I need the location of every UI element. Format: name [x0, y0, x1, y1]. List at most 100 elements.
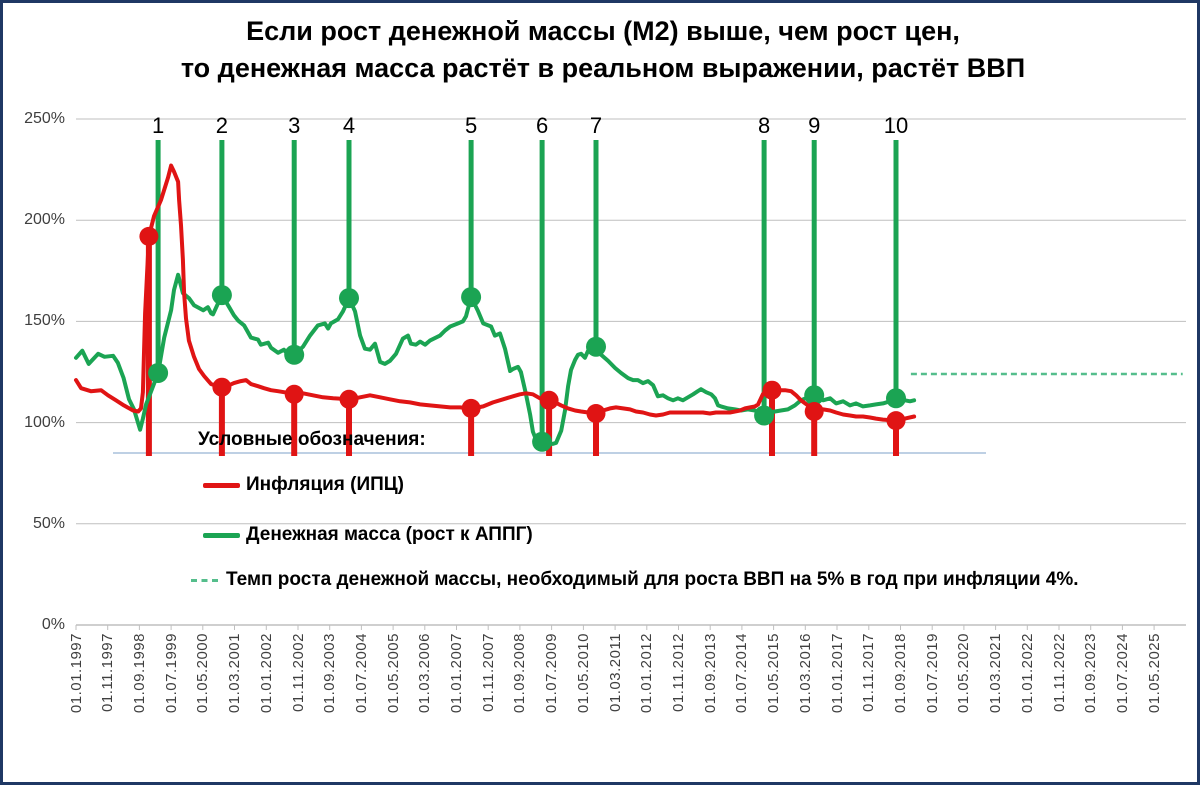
x-tick-label: 01.09.2013: [700, 633, 720, 741]
x-tick-label-text: 01.11.1997: [99, 633, 117, 712]
x-tick-label-text: 01.01.2012: [638, 633, 656, 714]
x-tick-label-text: 01.05.2020: [955, 633, 973, 714]
x-tick-label: 01.01.2017: [827, 633, 847, 741]
x-tick-label: 01.03.2011: [605, 633, 625, 741]
x-tick-label-text: 01.01.2017: [828, 633, 846, 714]
x-tick-label-text: 01.07.2004: [352, 633, 370, 714]
x-tick-label: 01.11.2022: [1049, 633, 1069, 741]
x-tick-label: 01.03.2016: [795, 633, 815, 741]
event-number-10: 10: [883, 113, 909, 138]
x-tick-label: 01.03.2021: [986, 633, 1006, 741]
event-dot-money-5: [461, 287, 482, 308]
x-tick-label: 01.01.2007: [447, 633, 467, 741]
money-line-swatch: [203, 533, 240, 539]
event-dot-inflation-1: [139, 226, 159, 246]
event-dot-money-9: [804, 385, 825, 406]
event-number-9: 9: [808, 113, 821, 138]
x-tick-label-text: 01.05.2000: [194, 633, 212, 714]
chart-title: Если рост денежной массы (М2) выше, чем …: [3, 13, 1197, 87]
event-number-3: 3: [288, 113, 301, 138]
y-tick-label-150%: 150%: [24, 312, 65, 330]
event-dot-inflation-2: [212, 377, 232, 397]
x-tick-label-text: 01.11.2022: [1050, 633, 1068, 712]
event-dot-money-10: [886, 388, 906, 409]
event-dot-money-8: [754, 405, 775, 426]
inflation-line-swatch: [203, 483, 240, 489]
event-dot-inflation-9: [804, 402, 824, 421]
x-tick-label: 01.05.2015: [764, 633, 784, 741]
x-tick-label-text: 01.03.2006: [416, 633, 434, 714]
target-line-swatch: [191, 579, 218, 583]
legend-label-money: Денежная масса (рост к АППГ): [246, 524, 533, 545]
x-tick-label: 01.07.2004: [351, 633, 371, 741]
legend-item-target: Темп роста денежной массы, необходимый д…: [191, 569, 1079, 591]
legend-label-inflation: Инфляция (ИПЦ): [246, 474, 405, 495]
event-dot-inflation-6: [539, 390, 559, 410]
x-tick-label: 01.01.2022: [1017, 633, 1037, 741]
event-number-4: 4: [342, 113, 356, 138]
legend-item-inflation: Инфляция (ИПЦ): [203, 474, 404, 496]
x-tick-label: 01.03.2006: [415, 633, 435, 741]
x-tick-label-text: 01.03.2001: [226, 633, 243, 714]
chart-title-line1: Если рост денежной массы (М2) выше, чем …: [246, 16, 960, 46]
x-tick-label-text: 01.01.2007: [448, 633, 465, 714]
event-dot-inflation-5: [461, 398, 481, 418]
inflation-curve: [74, 163, 917, 423]
event-dot-money-7: [586, 336, 606, 357]
x-tick-label-text: 01.07.1999: [162, 633, 180, 714]
x-tick-label-text: 01.05.2025: [1145, 633, 1163, 714]
x-tick-label: 01.11.2007: [478, 633, 498, 741]
event-number-1: 1: [151, 113, 165, 138]
x-tick-label: 01.01.2002: [256, 633, 276, 741]
event-number-8: 8: [757, 113, 771, 138]
chart-canvas: [74, 118, 1186, 630]
event-number-5: 5: [464, 113, 478, 138]
x-tick-label: 01.11.1997: [98, 633, 118, 741]
event-dot-money-3: [284, 344, 305, 365]
x-tick-label: 01.05.2025: [1144, 633, 1164, 741]
x-tick-label-text: 01.11.2002: [289, 633, 307, 712]
x-tick-label-text: 01.09.2023: [1082, 633, 1100, 714]
event-number-6: 6: [535, 113, 549, 138]
event-number-7: 7: [589, 113, 603, 138]
event-dot-money-6: [532, 431, 553, 452]
x-tick-label: 01.01.1997: [66, 633, 86, 741]
x-tick-label-text: 01.07.2009: [543, 633, 561, 714]
x-tick-label: 01.11.2012: [669, 633, 689, 741]
x-tick-label: 01.03.2001: [225, 633, 245, 741]
event-dot-inflation-3: [284, 384, 304, 404]
event-dot-money-1: [148, 363, 169, 383]
x-tick-label: 01.09.2018: [891, 633, 911, 741]
x-tick-label-text: 01.09.1998: [130, 633, 148, 714]
legend-label-target: Темп роста денежной массы, необходимый д…: [226, 569, 1079, 590]
x-tick-label-text: 01.07.2024: [1113, 633, 1131, 714]
event-dot-inflation-4: [339, 389, 359, 409]
x-tick-label: 01.09.2023: [1081, 633, 1101, 741]
x-tick-label-text: 01.01.2002: [257, 633, 275, 714]
x-tick-label-text: 01.09.2013: [701, 633, 719, 714]
event-number-2: 2: [215, 113, 229, 138]
x-tick-label: 01.01.2012: [637, 633, 657, 741]
x-tick-label-text: 01.01.2022: [1018, 633, 1036, 714]
x-tick-label: 01.07.1999: [161, 633, 181, 741]
money-supply-curve: [74, 272, 917, 446]
x-tick-label: 01.07.2009: [542, 633, 562, 741]
event-dot-inflation-7: [586, 404, 606, 423]
x-tick-label-text: 01.03.2016: [796, 633, 814, 714]
x-tick-label: 01.09.1998: [129, 633, 149, 741]
x-tick-label: 01.07.2014: [732, 633, 752, 741]
x-tick-label-text: 01.05.2010: [574, 633, 592, 714]
x-tick-label-text: 01.07.2014: [733, 633, 751, 714]
y-tick-label-0%: 0%: [41, 616, 65, 633]
x-tick-label-text: 01.09.2008: [511, 633, 529, 714]
x-tick-label: 01.05.2000: [193, 633, 213, 741]
x-tick-label: 01.09.2008: [510, 633, 530, 741]
y-tick-label-200%: 200%: [24, 211, 65, 229]
x-tick-label-text: 01.01.1997: [67, 633, 85, 714]
x-tick-label-text: 01.05.2005: [384, 633, 402, 714]
legend-header: Условные обозначения:: [198, 429, 426, 450]
x-tick-label: 01.05.2020: [954, 633, 974, 741]
chart-title-line2: то денежная масса растёт в реальном выра…: [180, 53, 1026, 83]
x-tick-label-text: 01.07.2019: [923, 633, 941, 714]
